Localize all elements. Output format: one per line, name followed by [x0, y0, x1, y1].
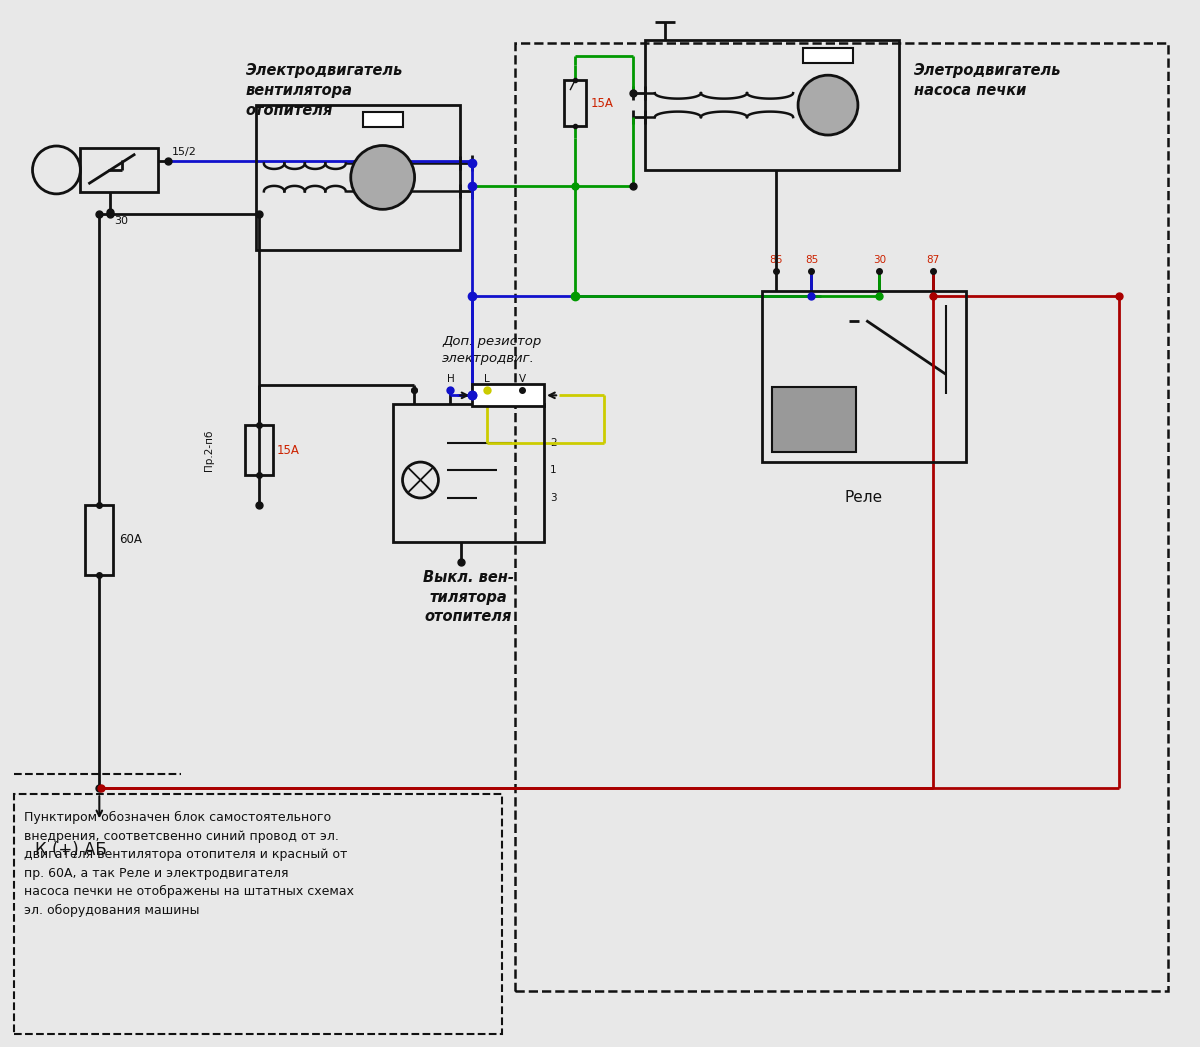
- Circle shape: [350, 146, 414, 209]
- Bar: [13, 795, 503, 1033]
- Bar: [803, 48, 853, 63]
- Text: Пунктиром обозначен блок самостоятельного
внедрения, соответсвенно синий провод : Пунктиром обозначен блок самостоятельног…: [24, 811, 354, 917]
- Text: 30: 30: [114, 216, 128, 226]
- Circle shape: [798, 75, 858, 135]
- Bar: [564, 81, 586, 126]
- Text: К (+) АБ: К (+) АБ: [35, 841, 107, 860]
- Bar: [85, 505, 113, 575]
- Text: L: L: [485, 375, 490, 384]
- Text: 15А: 15А: [277, 444, 300, 456]
- Bar: [644, 40, 899, 170]
- Bar: [473, 384, 544, 406]
- Bar: [392, 404, 544, 542]
- Text: 2: 2: [550, 438, 557, 448]
- Text: Выкл. вен-
тилятора
отопителя: Выкл. вен- тилятора отопителя: [422, 570, 514, 624]
- Text: Реле: Реле: [845, 490, 883, 505]
- Text: 15А: 15А: [592, 96, 614, 110]
- Bar: [256, 105, 461, 250]
- Text: Элетродвигатель
насоса печки: Элетродвигатель насоса печки: [914, 63, 1062, 98]
- Bar: [762, 291, 966, 462]
- Bar: [362, 112, 403, 127]
- Text: 60А: 60А: [119, 534, 142, 547]
- Text: 15/2: 15/2: [172, 148, 197, 157]
- Text: 85: 85: [805, 254, 818, 265]
- Bar: [80, 148, 158, 192]
- Text: 1: 1: [550, 465, 557, 475]
- Text: Пр.2-пб: Пр.2-пб: [204, 429, 214, 471]
- Text: Доп. резистор
электродвиг.: Доп. резистор электродвиг.: [443, 335, 541, 365]
- Text: 86: 86: [769, 254, 782, 265]
- Text: 30: 30: [872, 254, 886, 265]
- Text: H: H: [446, 375, 455, 384]
- Bar: [772, 387, 857, 452]
- Text: 87: 87: [926, 254, 940, 265]
- Text: V: V: [518, 375, 526, 384]
- Bar: [515, 43, 1169, 990]
- Text: Электродвигатель
вентилятора
отопителя: Электродвигатель вентилятора отопителя: [246, 63, 403, 118]
- Bar: [245, 425, 272, 475]
- Text: 3: 3: [550, 493, 557, 503]
